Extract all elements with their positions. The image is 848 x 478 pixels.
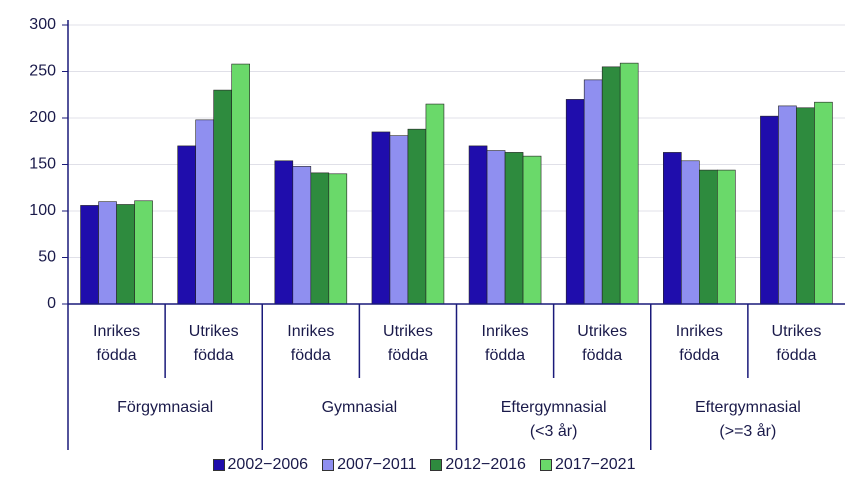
bar <box>699 169 718 305</box>
legend-swatch <box>430 459 443 471</box>
bar <box>663 152 682 305</box>
bar <box>425 103 445 305</box>
y-tick-label: 0 <box>47 295 56 312</box>
x-tick-label: Inrikes födda <box>93 323 141 364</box>
bar <box>274 160 294 305</box>
x-tick-label: Utrikes födda <box>577 323 628 364</box>
bar <box>134 200 153 305</box>
group-label: Förgymnasial <box>117 399 214 416</box>
bar <box>389 135 409 305</box>
bar <box>760 115 779 305</box>
x-tick-label: Inrikes födda <box>675 323 723 364</box>
bar <box>213 89 232 305</box>
x-tick-label: Utrikes födda <box>771 323 822 364</box>
bar <box>195 119 214 305</box>
legend: 2002−2006 2007−2011 2012−2016 2017−2021 <box>0 456 848 474</box>
bar <box>504 152 524 305</box>
bar <box>619 62 639 305</box>
legend-label: 2017−2021 <box>554 456 636 473</box>
legend-item: 2017−2021 <box>539 456 636 474</box>
bar <box>328 173 348 305</box>
bar <box>177 145 196 305</box>
bar <box>601 66 621 305</box>
legend-label: 2012−2016 <box>445 456 526 473</box>
x-tick-label: Utrikes födda <box>383 323 433 364</box>
y-tick-label: 50 <box>38 249 56 266</box>
bar <box>116 204 135 305</box>
y-tick-label: 250 <box>29 63 56 80</box>
bar <box>814 101 833 305</box>
y-tick-label: 300 <box>29 16 56 33</box>
group-label: Gymnasial <box>321 399 398 416</box>
legend-item: 2002−2006 <box>212 456 309 474</box>
y-tick-label: 150 <box>29 156 56 173</box>
bar <box>522 155 542 305</box>
bar <box>565 99 585 305</box>
legend-item: 2007−2011 <box>322 456 416 474</box>
bar <box>717 169 736 305</box>
x-tick-label: Inrikes födda <box>287 323 335 364</box>
legend-label: 2007−2011 <box>337 456 417 473</box>
legend-swatch <box>322 459 335 471</box>
legend-item: 2012−2016 <box>430 456 526 474</box>
bar <box>98 201 117 305</box>
bar <box>310 172 330 305</box>
bar <box>583 79 603 305</box>
bar <box>778 105 797 305</box>
x-tick-label: Utrikes födda <box>188 323 239 364</box>
bar <box>407 128 427 305</box>
bar <box>681 160 700 305</box>
group-label: Eftergymnasial (<3 år) <box>500 399 607 440</box>
legend-label: 2002−2006 <box>227 456 309 473</box>
legend-swatch <box>212 459 225 471</box>
legend-swatch <box>539 459 552 471</box>
x-tick-label: Inrikes födda <box>481 323 529 364</box>
y-tick-label: 100 <box>29 202 56 219</box>
bar <box>292 166 312 305</box>
bar <box>486 150 506 305</box>
y-tick-label: 200 <box>29 109 56 126</box>
bar <box>796 107 815 305</box>
bar <box>371 131 391 305</box>
bar <box>80 205 99 305</box>
bar <box>231 63 250 305</box>
group-label: Eftergymnasial (>=3 år) <box>694 399 801 440</box>
bar <box>468 145 488 305</box>
